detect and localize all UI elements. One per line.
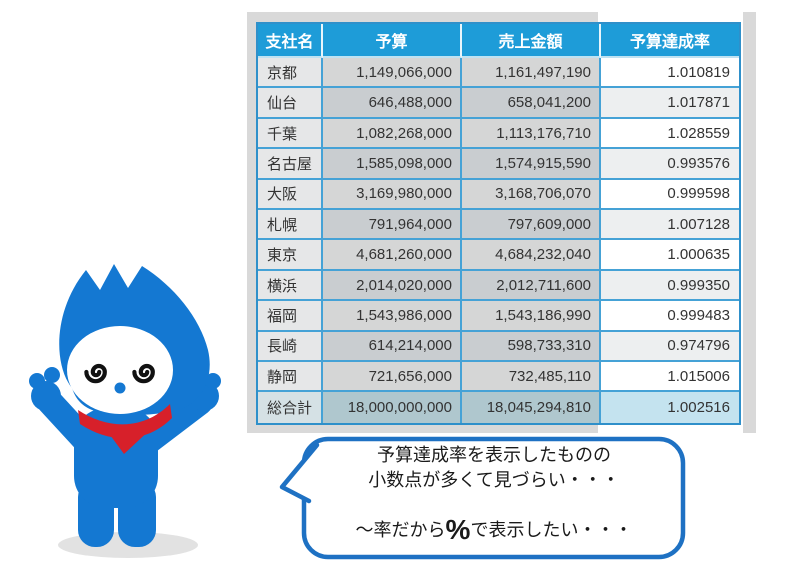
column-header-2: 売上金額 (462, 24, 601, 58)
sales-cell: 797,609,000 (462, 210, 601, 241)
branch-name-cell: 長崎 (258, 331, 323, 363)
sales-cell: 1,161,497,190 (462, 58, 601, 89)
budget-cell: 1,149,066,000 (323, 58, 462, 89)
sales-cell: 1,574,915,590 (462, 149, 601, 180)
speech-bubble-tail (279, 442, 320, 504)
budget-cell: 1,585,098,000 (323, 149, 462, 180)
budget-cell: 18,000,000,000 (323, 392, 462, 423)
bubble-line-2: 小数点が多くて見づらい・・・ (368, 470, 620, 491)
budget-cell: 4,681,260,000 (323, 240, 462, 271)
budget-cell: 646,488,000 (323, 88, 462, 119)
sales-cell: 3,168,706,070 (462, 179, 601, 211)
budget-table: 支社名 予算 売上金額 予算達成率京都 1,149,066,000 1,161,497,1… (256, 22, 741, 425)
branch-name-cell: 総合計 (258, 392, 323, 423)
mascot-right-arm (137, 389, 213, 453)
branch-name-cell: 東京 (258, 240, 323, 271)
rate-cell: 0.999483 (601, 301, 739, 332)
spiral-eye-right-icon (132, 363, 155, 384)
branch-name-cell: 京都 (258, 58, 323, 89)
bubble-line-1: 予算達成率を表示したものの (377, 445, 611, 465)
branch-name-cell: 福岡 (258, 301, 323, 332)
branch-name-cell: 千葉 (258, 118, 323, 150)
sales-cell: 18,045,294,810 (462, 392, 601, 423)
branch-name-cell: 札幌 (258, 210, 323, 241)
rate-cell: 1.010819 (601, 58, 739, 89)
sales-cell: 658,041,200 (462, 88, 601, 119)
speech-bubble (279, 436, 686, 560)
sales-cell: 4,684,232,040 (462, 240, 601, 271)
rate-cell: 1.028559 (601, 118, 739, 150)
budget-cell: 1,543,986,000 (323, 301, 462, 332)
rate-cell: 1.000635 (601, 240, 739, 271)
budget-cell: 791,964,000 (323, 210, 462, 241)
sales-cell: 2,012,711,600 (462, 270, 601, 302)
speech-bubble-text: 予算達成率を表示したものの 小数点が多くて見づらい・・・ ～率だから%で表示した… (305, 444, 683, 544)
budget-cell: 614,214,000 (323, 331, 462, 363)
budget-cell: 721,656,000 (323, 362, 462, 393)
mascot-character-icon (29, 264, 221, 558)
sales-cell: 732,485,110 (462, 362, 601, 393)
percent-symbol: % (445, 514, 471, 546)
mascot-face (67, 326, 173, 414)
rate-cell: 1.017871 (601, 88, 739, 119)
column-header-0: 支社名 (258, 24, 323, 58)
branch-name-cell: 仙台 (258, 88, 323, 119)
rate-cell: 0.993576 (601, 149, 739, 180)
sales-cell: 1,113,176,710 (462, 118, 601, 150)
budget-cell: 2,014,020,000 (323, 270, 462, 302)
sales-cell: 1,543,186,990 (462, 301, 601, 332)
column-header-1: 予算 (323, 24, 462, 58)
rate-cell: 0.999598 (601, 179, 739, 211)
rate-cell: 0.999350 (601, 270, 739, 302)
spiral-eye-left-icon (84, 363, 107, 384)
branch-name-cell: 大阪 (258, 179, 323, 211)
budget-cell: 1,082,268,000 (323, 118, 462, 150)
rate-cell: 0.974796 (601, 331, 739, 363)
budget-cell: 3,169,980,000 (323, 179, 462, 211)
rate-cell: 1.002516 (601, 392, 739, 423)
sales-cell: 598,733,310 (462, 331, 601, 363)
column-header-3: 予算達成率 (601, 24, 739, 58)
mascot-scarf-tip (102, 424, 154, 454)
mascot-nose (114, 382, 126, 394)
rate-cell: 1.015006 (601, 362, 739, 393)
branch-name-cell: 名古屋 (258, 149, 323, 180)
branch-name-cell: 横浜 (258, 270, 323, 302)
branch-name-cell: 静岡 (258, 362, 323, 393)
rate-cell: 1.007128 (601, 210, 739, 241)
bubble-line-3: ～率だから%で表示したい・・・ (355, 514, 633, 546)
